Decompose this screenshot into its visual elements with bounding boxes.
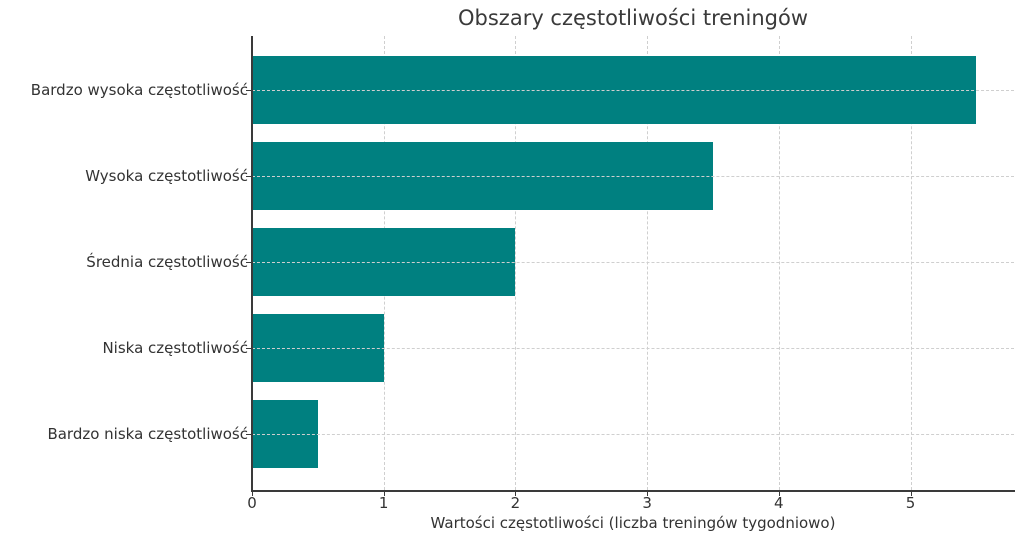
y-tick-label: Średnia częstotliwość — [86, 253, 248, 271]
y-tick — [246, 176, 251, 177]
y-tick — [246, 434, 251, 435]
y-tick-label: Bardzo niska częstotliwość — [47, 425, 248, 443]
y-axis-line — [251, 36, 253, 491]
x-tick — [252, 491, 253, 496]
x-tick-label: 5 — [905, 494, 916, 512]
y-tick — [246, 348, 251, 349]
x-tick — [910, 491, 912, 496]
chart-title: Obszary częstotliwości treningów — [458, 6, 808, 30]
y-tick-label: Wysoka częstotliwość — [85, 167, 248, 185]
x-axis-title: Wartości częstotliwości (liczba treningó… — [430, 514, 836, 532]
y-gridline — [252, 262, 1014, 263]
plot-area — [252, 36, 1014, 490]
x-gridline — [515, 36, 517, 490]
y-tick-label: Bardzo wysoka częstotliwość — [30, 81, 248, 99]
x-tick — [383, 491, 385, 496]
y-gridline — [252, 90, 1014, 91]
x-gridline — [778, 36, 780, 490]
y-tick — [246, 262, 251, 263]
x-tick — [515, 491, 517, 496]
x-tick-label: 2 — [510, 494, 521, 512]
x-tick-label: 3 — [642, 494, 652, 512]
x-gridline — [647, 36, 649, 490]
y-tick-label: Niska częstotliwość — [102, 339, 248, 357]
x-tick-label: 1 — [378, 494, 389, 512]
y-gridline — [252, 434, 1014, 435]
y-tick — [246, 90, 251, 91]
x-tick-label: 0 — [247, 494, 257, 512]
x-tick — [778, 491, 780, 496]
x-gridline — [910, 36, 912, 490]
y-gridline — [252, 348, 1014, 349]
y-gridline — [252, 176, 1014, 177]
x-tick-label: 4 — [774, 494, 784, 512]
x-axis-line — [251, 490, 1015, 492]
x-tick — [647, 491, 649, 496]
